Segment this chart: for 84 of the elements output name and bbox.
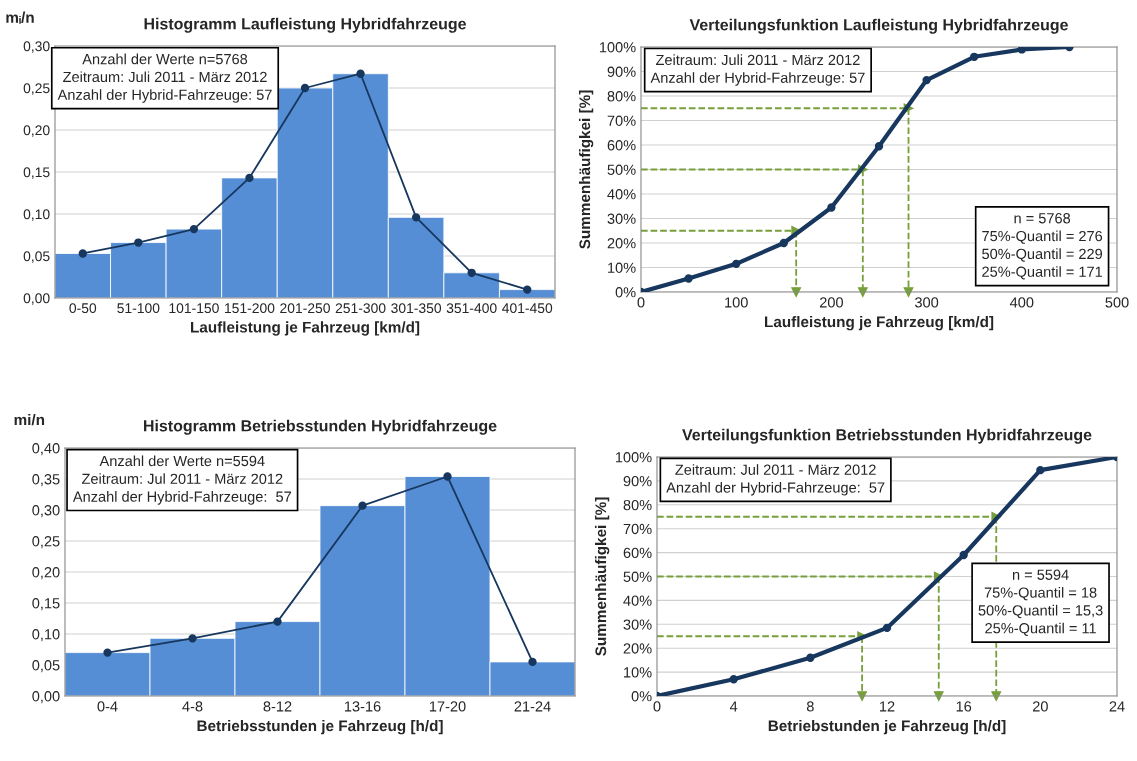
y-tick-label: 0%	[615, 287, 636, 298]
y-tick-label: 0,10	[23, 209, 50, 221]
annotation: n = 5768 75%-Quantil = 276 50%-Quantil = 229 25%-Quantil = 171	[982, 213, 1103, 280]
y-tick-label: 0,20	[23, 125, 50, 137]
y-tick-label: 60%	[623, 547, 652, 559]
y-tick-label: 40%	[623, 595, 652, 606]
y-tick-label: 100%	[599, 42, 636, 53]
y-tick-label: 0,15	[23, 167, 50, 179]
y-tick-label: 0,00	[32, 691, 60, 704]
y-tick-label: 0,00	[23, 293, 50, 305]
x-tick-label: 500	[1105, 297, 1129, 308]
y-axis-title: mi/n	[14, 413, 45, 426]
y-tick-label: 0,15	[32, 598, 60, 611]
y-tick-label: 50%	[607, 164, 636, 175]
chart-title: Histogramm Betriebsstunden Hybridfahrzeuge	[144, 419, 497, 435]
y-tick-label: 10%	[608, 262, 636, 273]
annotation: Zeitraum: Juli 2011 - März 2012 Anzahl der Hybrid-Fahrzeuge: 57	[650, 54, 865, 86]
y-tick-label: 0,30	[23, 41, 50, 53]
x-tick-label: 8-12	[263, 701, 292, 712]
chart-title: Histogramm Laufleistung Hybridfahrzeuge	[144, 17, 466, 33]
y-axis-title: Summenhäufigkei [%]	[578, 90, 594, 249]
x-axis-title: Laufleistung je Fahrzeug [km/d]	[765, 316, 994, 331]
y-tick-label: 0,30	[32, 505, 60, 518]
x-tick-label: 21-24	[514, 701, 551, 712]
y-tick-label: 90%	[623, 476, 652, 487]
y-tick-label: 30%	[607, 213, 636, 224]
y-axis-title: mᵢ/n	[6, 11, 34, 24]
y-tick-label: 0,20	[32, 567, 60, 580]
y-axis-title: Summenhäufigkei [%]	[594, 497, 610, 656]
y-tick-label: 70%	[607, 115, 636, 126]
x-tick-label: 20	[1032, 701, 1048, 712]
y-tick-label: 80%	[623, 499, 652, 511]
x-tick-label: 13-16	[344, 701, 381, 712]
x-tick-label: 300	[914, 297, 939, 308]
annotation: n = 5594 75%-Quantil = 18 50%-Quantil = 15,3 25%-Quantil = 11	[978, 569, 1103, 636]
y-tick-label: 30%	[623, 619, 652, 630]
y-tick-label: 100%	[615, 452, 652, 463]
x-tick-label: 17-20	[429, 701, 466, 712]
x-tick-label: 151-200	[225, 303, 275, 314]
x-axis-title: Betriebstunden je Fahrzeug [h/d]	[768, 720, 1006, 735]
annotation: Zeitraum: Jul 2011 - März 2012 Anzahl der Hybrid-Fahrzeuge: 57	[666, 464, 885, 496]
y-tick-label: 0,25	[23, 83, 50, 95]
y-tick-label: 40%	[607, 189, 636, 200]
x-tick-label: 4	[729, 701, 738, 712]
y-tick-label: 0,10	[32, 629, 60, 642]
x-tick-label: 0-4	[97, 701, 118, 712]
x-tick-label: 0-50	[69, 303, 97, 314]
y-tick-label: 0,40	[32, 443, 60, 456]
x-tick-label: 251-300	[335, 303, 386, 314]
y-tick-label: 80%	[607, 91, 636, 102]
x-tick-label: 0	[637, 297, 645, 308]
y-tick-label: 10%	[624, 667, 652, 678]
x-tick-label: 51-100	[117, 303, 160, 314]
y-tick-label: 70%	[623, 523, 652, 535]
y-tick-label: 0%	[631, 691, 652, 702]
chart-title: Verteilungsfunktion Betriebsstunden Hybridfahrzeuge	[682, 428, 1092, 444]
x-tick-label: 24	[1109, 701, 1125, 712]
x-tick-label: 201-250	[280, 303, 330, 314]
x-tick-label: 16	[956, 701, 972, 712]
y-tick-label: 0,25	[32, 536, 60, 549]
x-tick-label: 4-8	[182, 701, 203, 712]
x-tick-label: 12	[880, 701, 895, 712]
y-tick-label: 60%	[607, 140, 636, 151]
x-tick-label: 351-400	[446, 303, 497, 314]
x-tick-label: 400	[1009, 297, 1034, 308]
y-tick-label: 90%	[607, 66, 636, 77]
y-tick-label: 20%	[607, 238, 636, 249]
y-tick-label: 0,05	[23, 251, 50, 263]
x-tick-label: 101-150	[169, 303, 219, 314]
x-axis-title: Betriebsstunden je Fahrzeug [h/d]	[197, 720, 443, 735]
x-tick-label: 401-450	[502, 303, 553, 314]
x-axis-title: Laufleistung je Fahrzeug [km/d]	[191, 321, 420, 336]
y-tick-label: 20%	[623, 643, 652, 654]
x-tick-label: 301-350	[391, 303, 442, 314]
x-tick-label: 200	[819, 297, 843, 308]
y-tick-label: 0,35	[32, 474, 60, 487]
x-tick-label: 0	[653, 701, 661, 712]
x-tick-label: 8	[806, 701, 814, 712]
annotation: Anzahl der Werte n=5768 Zeitraum: Juli 2011 - März 2012 Anzahl der Hybrid-Fahrzeuge: 57	[57, 53, 272, 103]
x-tick-label: 100	[725, 297, 748, 308]
y-tick-label: 0,05	[32, 660, 60, 673]
chart-title: Verteilungsfunktion Laufleistung Hybridfahrzeuge	[689, 18, 1068, 34]
y-tick-label: 50%	[623, 571, 652, 582]
annotation: Anzahl der Werte n=5594 Zeitraum: Jul 2011 - März 2012 Anzahl der Hybrid-Fahrzeuge: 57	[72, 455, 292, 505]
